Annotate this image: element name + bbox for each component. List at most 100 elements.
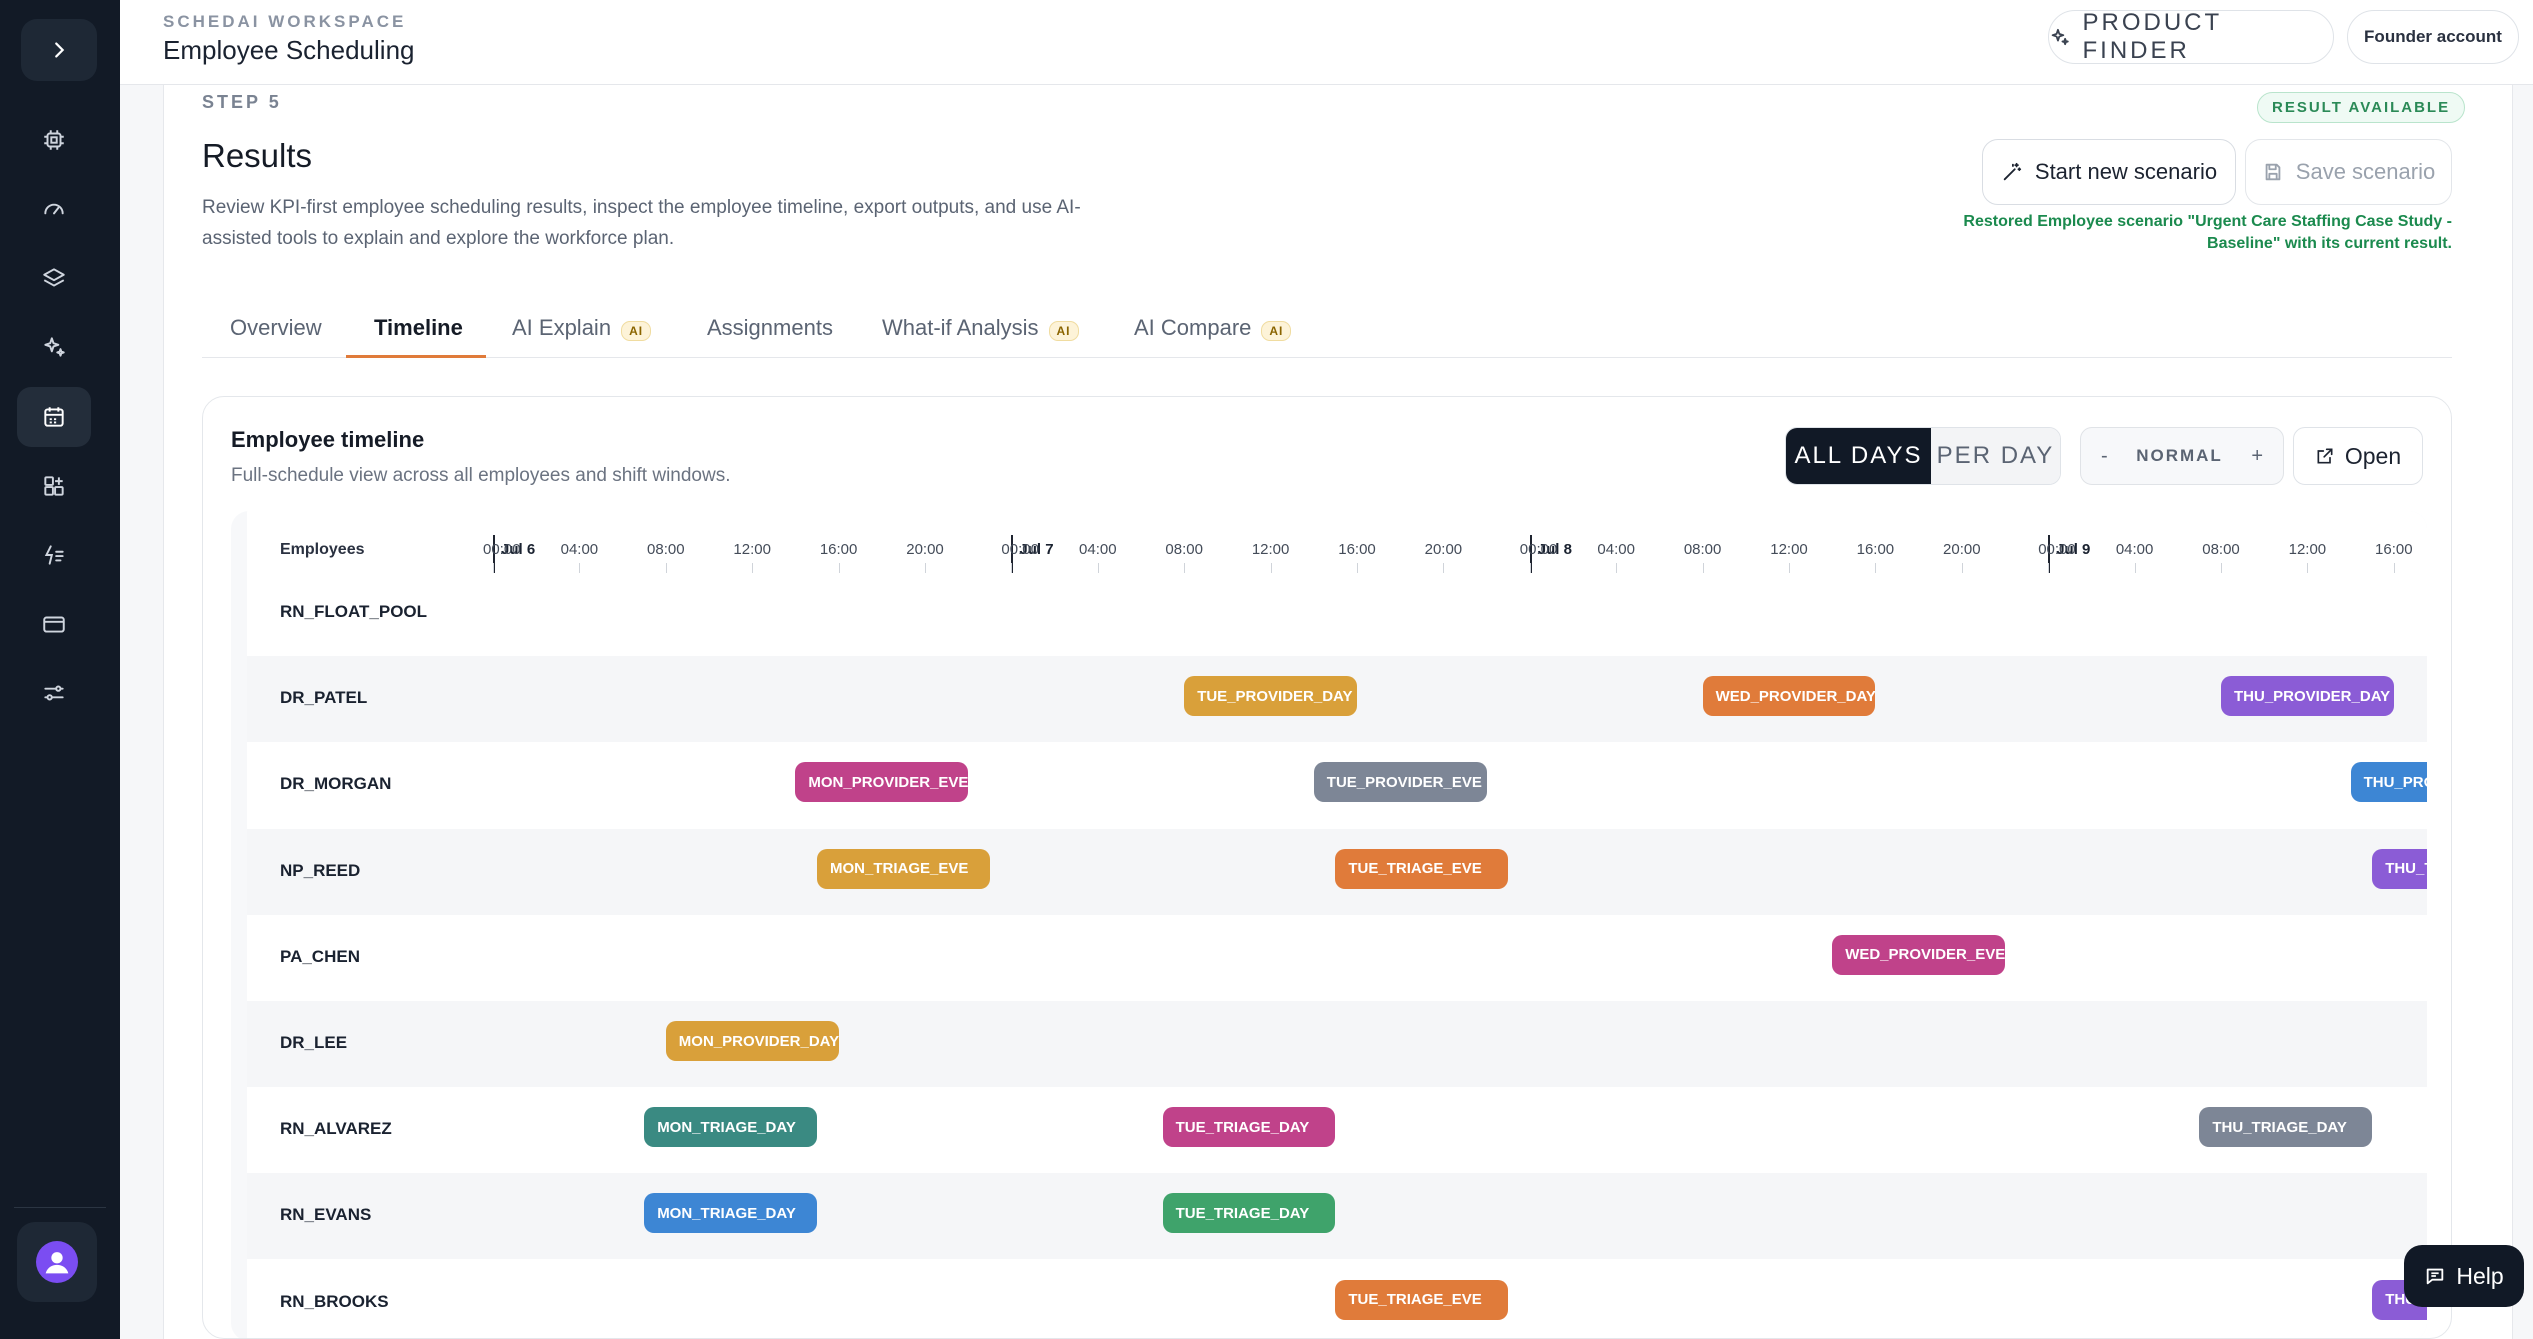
card-icon — [43, 616, 65, 633]
tab-label: Timeline — [374, 315, 463, 340]
sparkles-icon — [2051, 28, 2069, 46]
hour-tick-label: 20:00 — [1424, 541, 1463, 558]
save-scenario-label: Save scenario — [2295, 159, 2436, 184]
zoom-out-button[interactable]: - — [2101, 444, 2108, 467]
save-scenario-button[interactable]: Save scenario — [2245, 139, 2452, 205]
zoom-in-button[interactable]: + — [2251, 444, 2263, 467]
sidebar-item-billing[interactable] — [17, 594, 91, 654]
timeline-grid-inner: Employees Jul 6 00:00 04:00 08:00 12:00 16:00… — [247, 511, 2427, 1338]
shift-block[interactable]: THU_TRIAGE_DAY — [2199, 1107, 2373, 1148]
sidebar-item-dashboard[interactable] — [17, 179, 91, 239]
results-title: Results — [202, 137, 313, 174]
shift-block[interactable]: MON_TRIAGE_EVE — [817, 848, 990, 889]
hour-tick — [1616, 563, 1618, 573]
hour-tick-label: 00:00 — [1519, 541, 1558, 558]
timeline-subtitle: Full-schedule view across all employees … — [231, 465, 731, 486]
timeline-title: Employee timeline — [231, 427, 425, 452]
restore-message: Restored Employee scenario "Urgent Care … — [1963, 213, 2452, 252]
hour-tick-label: 20:00 — [1943, 541, 1981, 558]
shift-block[interactable]: TUE_TRIAGE_EVE — [1335, 848, 1509, 889]
timeline-row: PA_CHEN WED_PROVIDER_EVE — [247, 915, 2427, 1001]
day-marker — [493, 535, 495, 573]
hour-tick-label: 16:00 — [819, 541, 858, 558]
tab-overview[interactable]: Overview — [230, 306, 322, 358]
sparkles-icon — [44, 337, 65, 357]
sidebar-item-ai[interactable] — [17, 317, 91, 377]
hour-tick-label: 04:00 — [1079, 541, 1117, 558]
shift-block[interactable]: MON_TRIAGE_DAY — [644, 1193, 817, 1234]
hour-tick-label: 16:00 — [1338, 541, 1376, 558]
shift-block[interactable]: MON_PROVIDER_EVE — [795, 762, 969, 803]
hour-tick — [493, 563, 494, 573]
open-label: Open — [2344, 442, 2402, 469]
zoom-level: NORMAL — [2136, 446, 2223, 465]
timeline-row: DR_MORGAN MON_PROVIDER_EVE TUE_PROVIDER_EV… — [247, 742, 2427, 828]
account-button[interactable]: Founder account — [2347, 10, 2519, 64]
timeline-row: RN_EVANS MON_TRIAGE_DAY TUE_TRIAGE_DAY — [247, 1173, 2427, 1260]
employee-name: DR_MORGAN — [280, 774, 392, 794]
day-marker — [2048, 535, 2051, 573]
chevron-right-icon — [55, 42, 65, 58]
hour-tick — [579, 563, 581, 573]
day-marker — [1529, 535, 1532, 573]
sidebar-item-tasks[interactable] — [17, 525, 91, 585]
employee-name: RN_FLOAT_POOL — [280, 602, 428, 621]
hour-tick — [1443, 563, 1445, 573]
product-finder-button[interactable]: PRODUCT FINDER — [2048, 9, 2334, 64]
hour-tick — [1184, 563, 1186, 573]
shift-block[interactable]: TUE_PROVIDER_EVE — [1313, 762, 1487, 803]
tab-timeline[interactable]: Timeline — [374, 306, 463, 358]
hour-tick-label: 12:00 — [733, 541, 771, 558]
start-new-scenario-button[interactable]: Start new scenario — [1982, 139, 2236, 205]
shift-block[interactable]: MON_TRIAGE_DAY — [644, 1107, 817, 1148]
help-button[interactable]: Help — [2404, 1245, 2524, 1307]
sliders-icon — [44, 685, 64, 701]
tab-what-if-analysis[interactable]: What-if Analysis AI — [882, 306, 1079, 358]
sidebar-item-scheduling[interactable] — [17, 387, 91, 447]
shift-block[interactable]: THU_PROVIDER_DAY — [2221, 676, 2394, 717]
hour-tick-label: 08:00 — [1683, 541, 1722, 558]
hour-tick-label: 04:00 — [1597, 541, 1635, 558]
hour-tick-label: 08:00 — [647, 541, 685, 558]
hour-tick-label: 00:00 — [1001, 541, 1039, 558]
hour-tick — [1961, 563, 1963, 573]
tab-ai-explain[interactable]: AI Explain AI — [512, 306, 652, 358]
all-days-button[interactable]: ALL DAYS — [1786, 428, 1931, 484]
hour-tick-label: 20:00 — [906, 541, 944, 558]
top-bar: SCHEDAI WORKSPACE Employee Scheduling PR… — [120, 0, 2533, 85]
open-button[interactable]: Open — [2293, 427, 2423, 485]
layers-icon — [43, 268, 65, 287]
tab-assignments[interactable]: Assignments — [707, 306, 833, 358]
tab-ai-compare[interactable]: AI Compare AI — [1134, 306, 1292, 358]
sidebar-item-settings[interactable] — [17, 663, 91, 723]
shift-block[interactable]: WED_PROVIDER_EVE — [1832, 934, 2005, 975]
shift-block[interactable]: WED_PROVIDER_DAY — [1702, 676, 1876, 717]
shift-block[interactable]: THU_TRIAGE_EVE — [2372, 848, 2427, 889]
employee-name: RN_BROOKS — [280, 1291, 389, 1311]
hour-tick-label: 04:00 — [560, 541, 599, 558]
shift-block[interactable]: TUE_PROVIDER_DAY — [1184, 676, 1357, 717]
per-day-button[interactable]: PER DAY — [1930, 428, 2060, 484]
avatar[interactable] — [17, 1222, 97, 1302]
zap-list-icon — [44, 545, 64, 565]
sidebar-item-apps[interactable] — [17, 456, 91, 516]
timeline-row: RN_FLOAT_POOL — [247, 570, 2427, 656]
tab-label: AI Explain — [512, 315, 612, 340]
sidebar-divider — [14, 1207, 106, 1208]
sidebar-item-layers[interactable] — [17, 248, 91, 308]
timeline-row: RN_ALVAREZ MON_TRIAGE_DAY TUE_TRIAGE_DAY TH… — [247, 1087, 2427, 1173]
shift-block[interactable]: THU_PROVIDER_EVE — [2350, 762, 2427, 803]
external-link-icon — [2317, 448, 2333, 464]
help-label: Help — [2456, 1262, 2504, 1289]
shift-block[interactable]: TUE_TRIAGE_DAY — [1162, 1107, 1336, 1148]
sidebar-item-chip[interactable] — [17, 110, 91, 170]
hour-tick — [925, 563, 926, 573]
hour-tick-label: 08:00 — [1165, 541, 1203, 558]
hour-tick-label: 00:00 — [483, 541, 521, 558]
hour-tick-label: 16:00 — [1856, 541, 1895, 558]
shift-block[interactable]: MON_PROVIDER_DAY — [665, 1021, 839, 1061]
hour-tick — [2307, 563, 2309, 573]
shift-block[interactable]: TUE_TRIAGE_EVE — [1335, 1279, 1509, 1320]
shift-block[interactable]: TUE_TRIAGE_DAY — [1162, 1193, 1336, 1234]
sidebar-toggle-button[interactable] — [21, 19, 97, 81]
